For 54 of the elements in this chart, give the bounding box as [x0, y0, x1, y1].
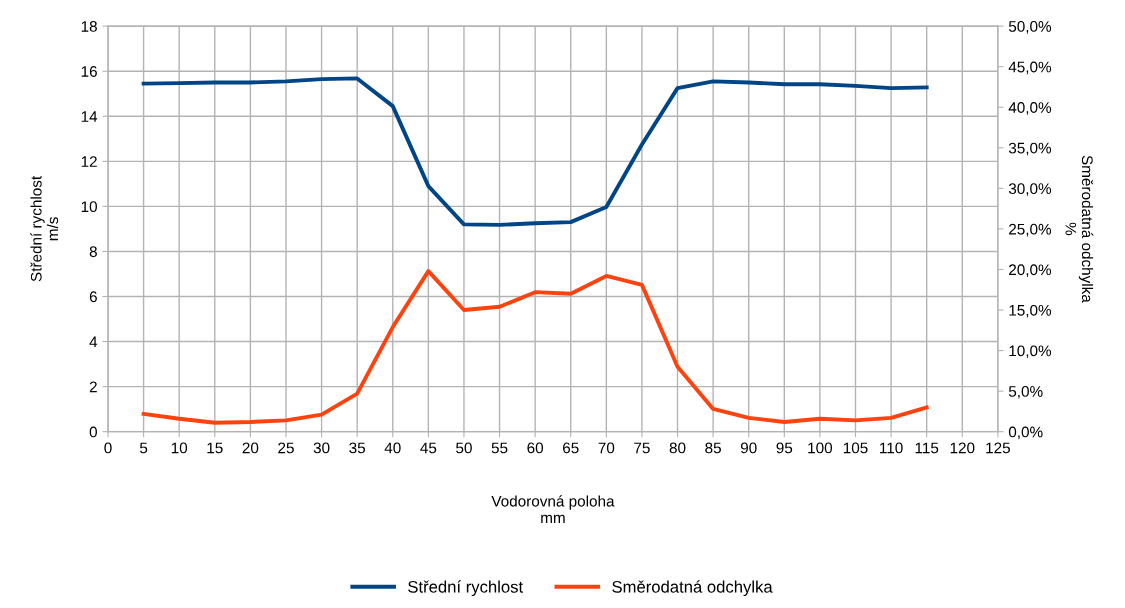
x-tick-label: 50	[456, 442, 472, 454]
line-series	[141, 76, 929, 227]
x-tick-label: 115	[915, 442, 939, 454]
y2-tick-label: 45,0%	[1008, 61, 1052, 75]
y-axis-title: Střední rychlost m/s	[30, 175, 59, 282]
x-tick-label: 15	[207, 442, 223, 454]
y-tick-label: 0	[89, 426, 97, 438]
y2-tick-label: 40,0%	[1008, 102, 1052, 115]
x-tick-label: 100	[808, 442, 833, 454]
y2-tick-label: 0,0%	[1008, 426, 1043, 440]
y-tick-label: 16	[81, 66, 97, 77]
x-tick-label: 70	[598, 442, 615, 454]
y-tick-label: 14	[81, 111, 98, 122]
y2-tick-label: 50,0%	[1008, 21, 1052, 34]
legend-label: Střední rychlost	[408, 580, 524, 597]
x-tick-label: 65	[563, 442, 579, 454]
x-tick-label: 20	[242, 442, 259, 454]
x-tick-label: 60	[527, 442, 544, 454]
x-tick-label: 5	[139, 442, 148, 454]
y-tick-label: 2	[89, 381, 97, 393]
y2-tick-label: 15,0%	[1009, 304, 1052, 318]
x-tick-label: 80	[669, 442, 686, 454]
y2-tick-label: 10,0%	[1009, 345, 1052, 359]
y2-tick-label: 30,0%	[1008, 183, 1052, 196]
x-tick-label: 95	[776, 442, 793, 454]
y2-axis-title: Směrodatná odchylka %	[1065, 155, 1094, 303]
x-tick-label: 105	[843, 442, 868, 454]
y-tick-label: 8	[89, 246, 97, 258]
x-tick-label: 10	[171, 442, 188, 454]
x-tick-label: 90	[740, 442, 757, 454]
y-tick-label: 12	[81, 156, 97, 167]
y2-tick-label: 20,0%	[1009, 264, 1052, 277]
x-tick-label: 25	[278, 442, 294, 454]
y-tick-label: 6	[89, 291, 97, 303]
x-tick-label: 120	[950, 442, 975, 454]
y2-tick-label: 35,0%	[1008, 142, 1052, 156]
x-axis-title: Vodorovná poloha mm	[491, 495, 615, 523]
legend-label: Směrodatná odchylka	[612, 580, 773, 597]
x-tick-label: 45	[420, 442, 437, 454]
y-tick-label: 10	[81, 201, 97, 213]
y2-tick-label: 25,0%	[1009, 223, 1052, 237]
y-tick-label: 18	[81, 21, 97, 32]
x-tick-label: 125	[986, 442, 1010, 454]
x-tick-label: 75	[634, 442, 650, 454]
x-tick-label: 35	[349, 442, 366, 454]
x-tick-label: 30	[313, 442, 330, 454]
x-tick-label: 110	[880, 442, 903, 454]
y-tick-label: 4	[89, 336, 98, 348]
line-series	[141, 269, 929, 425]
x-tick-label: 0	[104, 442, 112, 454]
x-tick-label: 85	[705, 442, 721, 454]
y2-tick-label: 5,0%	[1008, 385, 1043, 399]
x-tick-label: 55	[491, 442, 508, 454]
x-tick-label: 40	[384, 442, 401, 454]
